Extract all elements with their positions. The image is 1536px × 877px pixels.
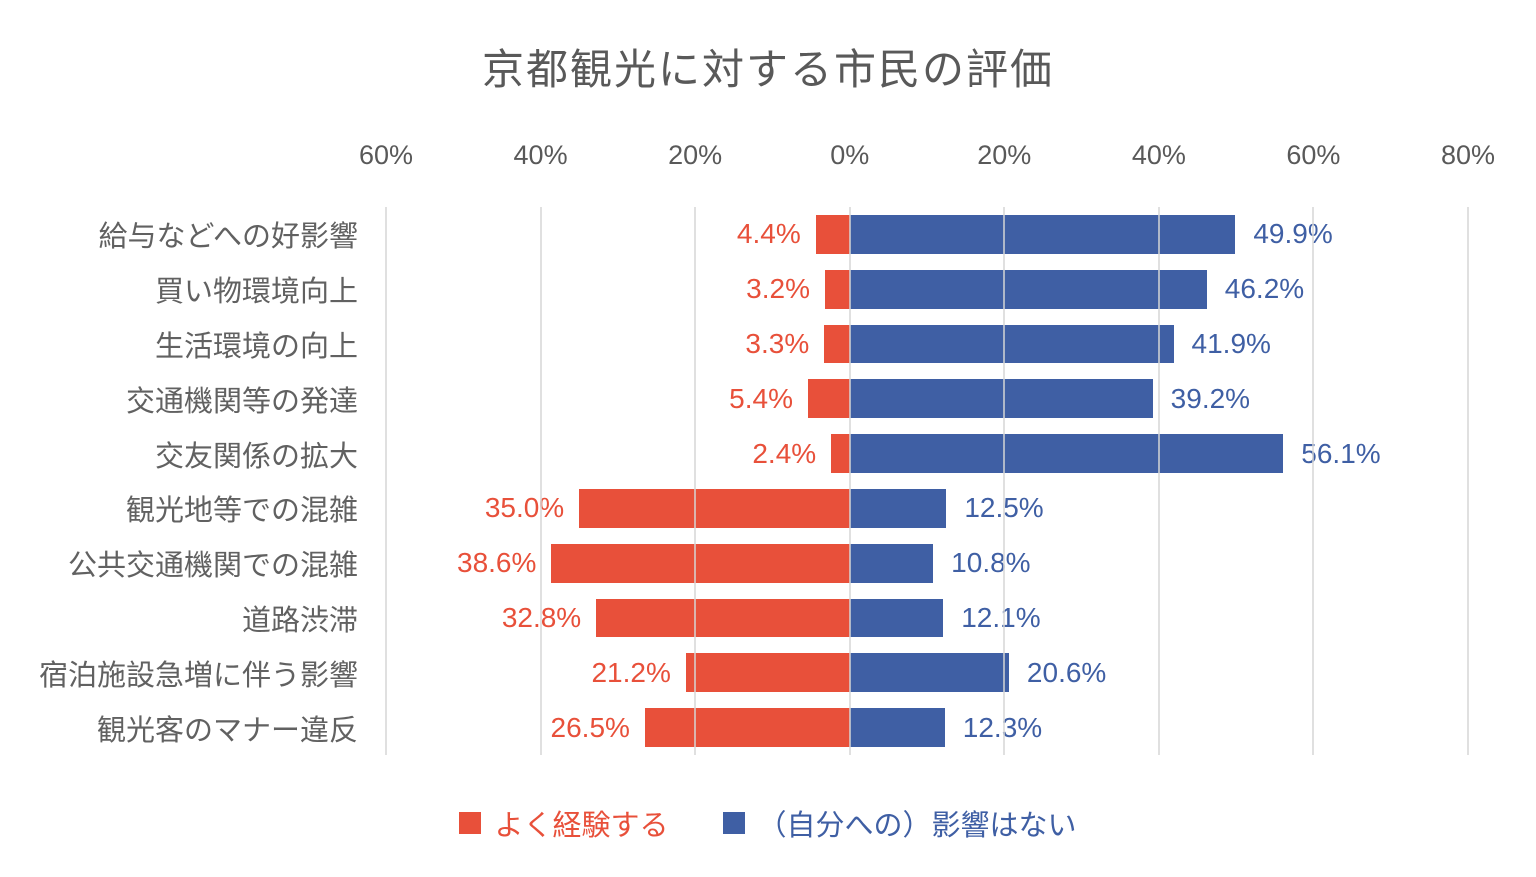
value-label-experience: 21.2% — [591, 656, 671, 688]
x-tick-label: 20% — [668, 140, 723, 170]
value-label-no-impact: 46.2% — [1224, 273, 1305, 305]
category-label: 給与などへの好影響 — [98, 221, 358, 254]
value-label-no-impact: 49.9% — [1253, 218, 1333, 250]
category-label: 公共交通機関での混雑 — [67, 550, 358, 583]
legend-swatch-experience-icon — [459, 812, 482, 834]
category-label: 交通機関等の発達 — [125, 385, 358, 418]
value-label-no-impact: 12.3% — [962, 711, 1043, 743]
bar-no-impact — [849, 653, 1009, 693]
table-row: 観光客のマナー違反 26.5% 12.3% — [97, 700, 1468, 755]
x-tick-label: 40% — [1131, 140, 1186, 170]
bar-no-impact — [849, 543, 934, 583]
x-tick-label: 60% — [358, 140, 414, 170]
bar-no-impact — [849, 379, 1153, 419]
bar-no-impact — [849, 434, 1284, 473]
value-label-experience: 26.5% — [550, 711, 630, 743]
bar-rows: 給与などへの好影響 4.4% 49.9% 買い物環境向上 3.2% 46.2% 生活環境の向… — [39, 207, 1468, 755]
legend-label-experience: よく経験する — [494, 810, 669, 842]
value-label-no-impact: 39.2% — [1170, 382, 1251, 414]
table-row: 交通機関等の発達 5.4% 39.2% — [126, 371, 1468, 426]
value-label-no-impact: 10.8% — [951, 547, 1031, 579]
table-row: 生活環境の向上 3.3% 41.9% — [155, 317, 1468, 372]
x-tick-label: 0% — [830, 140, 870, 170]
bar-experience — [644, 708, 850, 747]
bar-experience — [815, 215, 850, 254]
legend-swatch-no-impact-icon — [722, 812, 745, 834]
category-label: 交友関係の拡大 — [154, 440, 358, 473]
value-label-experience: 32.8% — [501, 601, 582, 633]
category-label: 道路渋滞 — [241, 604, 358, 637]
x-axis: 60% 40% 20% 0% 20% 40% 60% 80% — [359, 140, 1495, 176]
x-tick-label: 60% — [1286, 140, 1341, 170]
table-row: 買い物環境向上 3.2% 46.2% — [155, 262, 1468, 317]
value-label-experience: 4.4% — [736, 218, 801, 250]
category-label: 買い物環境向上 — [154, 276, 358, 309]
bar-experience — [831, 434, 850, 473]
table-row: 公共交通機関での混雑 38.6% 10.8% — [68, 536, 1468, 591]
bar-experience — [824, 269, 850, 309]
category-label: 観光客のマナー違反 — [96, 714, 358, 747]
table-row: 道路渋滞 32.8% 12.1% — [242, 591, 1468, 646]
category-label: 生活環境の向上 — [154, 330, 358, 363]
chart-title: 京都観光に対する市民の評価 — [481, 46, 1054, 93]
table-row: 交友関係の拡大 2.4% 56.1% — [155, 426, 1468, 481]
value-label-experience: 5.4% — [729, 382, 793, 414]
value-label-experience: 38.6% — [457, 547, 537, 579]
table-row: 観光地等での混雑 35.0% 12.5% — [126, 481, 1468, 536]
bar-experience — [824, 324, 850, 364]
value-label-no-impact: 12.1% — [961, 601, 1041, 633]
legend-item-no-impact: （自分への）影響はない — [722, 802, 1077, 844]
category-label: 観光地等での混雑 — [125, 495, 358, 528]
bar-no-impact — [849, 598, 944, 638]
plot-area: 給与などへの好影響 4.4% 49.9% 買い物環境向上 3.2% 46.2% 生活環境の向… — [39, 207, 1469, 755]
legend-label-no-impact: （自分への）影響はない — [757, 810, 1077, 842]
bar-experience — [596, 598, 850, 638]
x-tick-label: 20% — [977, 140, 1032, 170]
value-label-experience: 2.4% — [752, 437, 817, 469]
value-label-experience: 3.3% — [745, 327, 810, 359]
category-label: 宿泊施設急増に伴う影響 — [38, 659, 358, 692]
bar-no-impact — [849, 269, 1207, 309]
table-row: 宿泊施設急増に伴う影響 21.2% 20.6% — [39, 645, 1468, 700]
value-label-experience: 3.2% — [746, 273, 810, 305]
bar-experience — [685, 653, 850, 693]
bar-no-impact — [849, 488, 947, 528]
value-label-experience: 35.0% — [484, 492, 565, 524]
bar-experience — [579, 488, 850, 528]
value-label-no-impact: 41.9% — [1191, 327, 1271, 359]
legend: よく経験する （自分への）影響はない — [0, 798, 1536, 848]
bar-no-impact — [849, 708, 945, 747]
table-row: 給与などへの好影響 4.4% 49.9% — [98, 207, 1468, 262]
value-label-no-impact: 56.1% — [1301, 437, 1381, 469]
value-label-no-impact: 12.5% — [964, 492, 1044, 524]
bar-experience — [807, 379, 850, 419]
x-tick-label: 80% — [1440, 140, 1496, 170]
bar-experience — [551, 543, 850, 583]
x-tick-label: 40% — [513, 140, 568, 170]
legend-item-experience: よく経験する — [459, 802, 669, 844]
bar-no-impact — [849, 324, 1174, 364]
bar-no-impact — [849, 215, 1236, 254]
value-label-no-impact: 20.6% — [1026, 656, 1107, 688]
